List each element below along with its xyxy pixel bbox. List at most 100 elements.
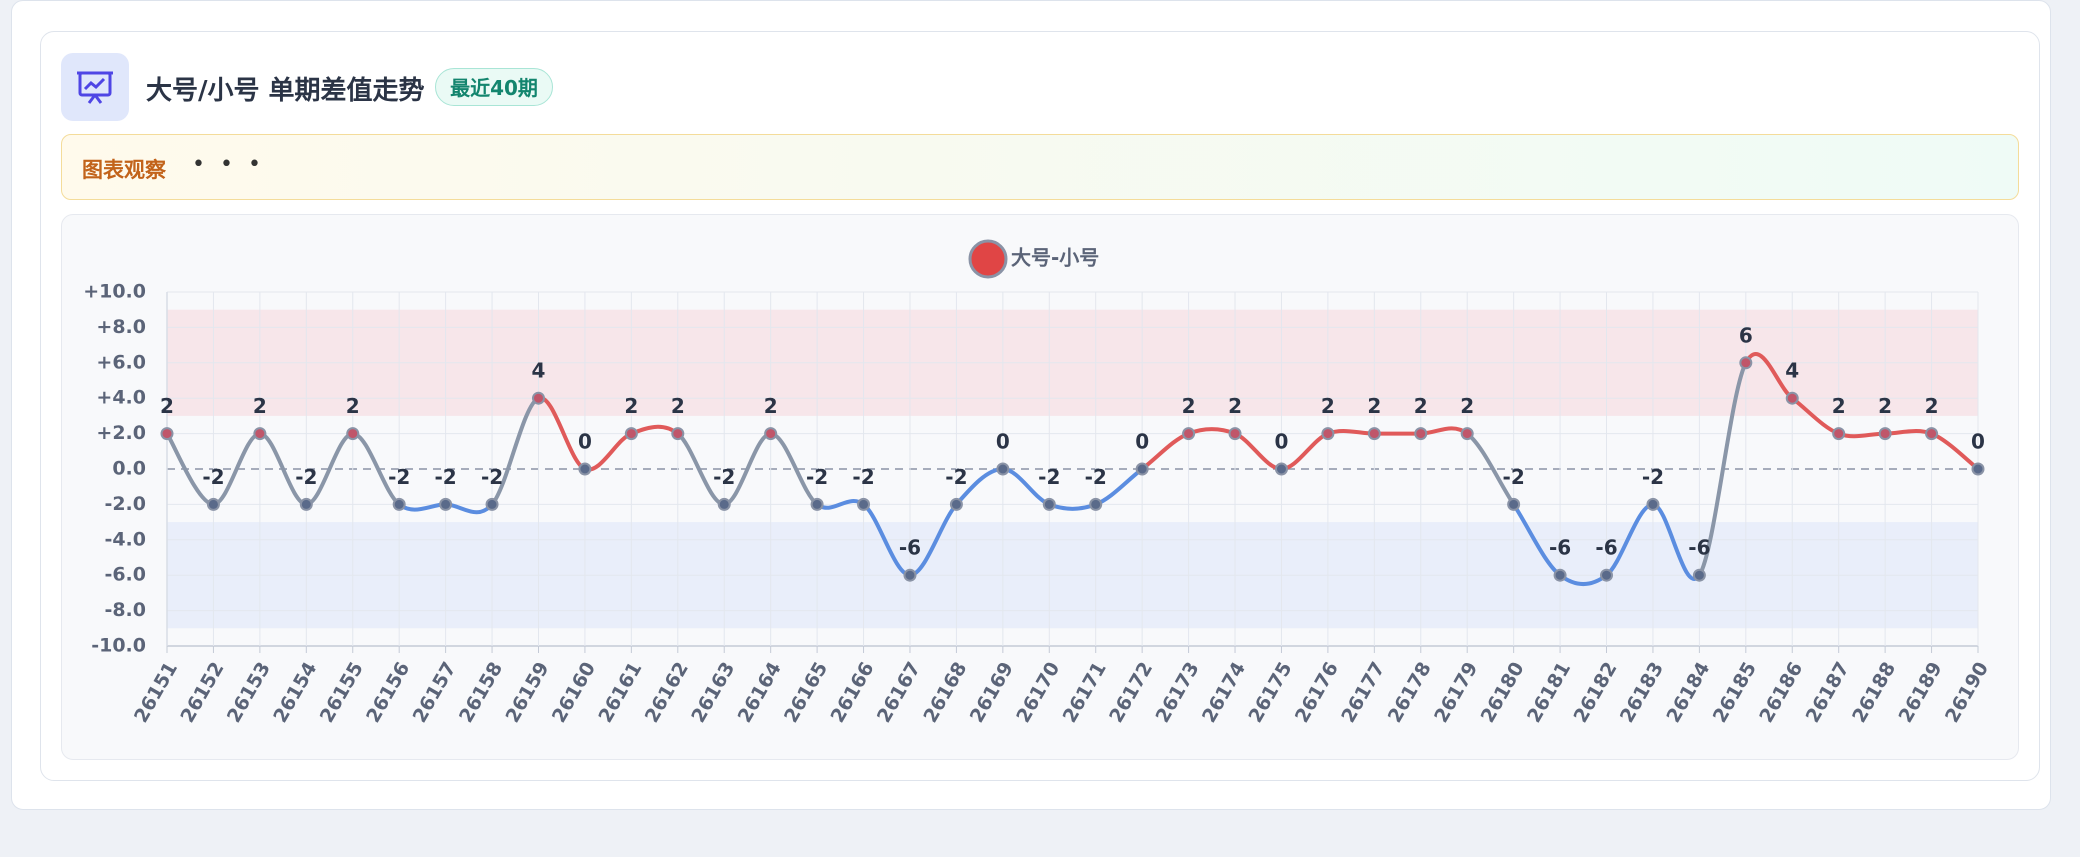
data-label: 2 xyxy=(160,394,174,418)
data-label: 2 xyxy=(624,394,638,418)
x-tick-label: 26181 xyxy=(1523,658,1575,726)
data-point xyxy=(1832,427,1846,441)
data-point xyxy=(1600,568,1614,582)
observation-text: • • • xyxy=(192,152,265,177)
x-tick-label: 26189 xyxy=(1895,658,1947,726)
x-tick-label: 26184 xyxy=(1662,658,1714,726)
data-point xyxy=(253,427,267,441)
line-segment xyxy=(629,424,680,436)
y-tick-label: +4.0 xyxy=(96,387,146,409)
x-tick-label: 26175 xyxy=(1244,658,1296,726)
data-point xyxy=(717,497,731,511)
line-segment xyxy=(1418,426,1470,436)
data-point xyxy=(1182,427,1196,441)
data-point xyxy=(1878,427,1892,441)
data-label: -2 xyxy=(202,465,224,489)
data-label: 2 xyxy=(1228,394,1242,418)
data-label: -2 xyxy=(852,465,874,489)
data-point xyxy=(949,497,963,511)
data-point xyxy=(1692,568,1706,582)
data-point xyxy=(392,497,406,511)
data-point xyxy=(1971,462,1985,476)
x-tick-label: 26161 xyxy=(594,658,646,726)
line-segment xyxy=(443,502,495,515)
data-point xyxy=(578,462,592,476)
x-tick-label: 26166 xyxy=(827,658,879,726)
data-point xyxy=(1646,497,1660,511)
data-point xyxy=(1042,497,1056,511)
data-label: -2 xyxy=(1642,465,1664,489)
data-label: -6 xyxy=(1688,536,1710,560)
x-tick-label: 26157 xyxy=(409,658,461,726)
data-label: 0 xyxy=(996,430,1010,454)
data-label: -6 xyxy=(1549,536,1571,560)
line-segment xyxy=(397,502,448,512)
legend-label: 大号-小号 xyxy=(1011,246,1099,270)
x-tick-label: 26177 xyxy=(1337,658,1389,726)
data-label: -2 xyxy=(1503,465,1525,489)
x-tick-label: 26153 xyxy=(223,658,275,726)
observation-bar[interactable]: 图表观察 • • • xyxy=(61,134,2019,200)
data-label: -2 xyxy=(1038,465,1060,489)
data-label: 2 xyxy=(1321,394,1335,418)
x-tick-label: 26188 xyxy=(1848,658,1900,726)
data-label: 6 xyxy=(1739,323,1753,347)
x-tick-label: 26171 xyxy=(1059,658,1111,726)
data-label: 2 xyxy=(671,394,685,418)
y-tick-label: -2.0 xyxy=(104,493,146,515)
data-point xyxy=(1460,427,1474,441)
x-tick-label: 26163 xyxy=(687,658,739,726)
data-point xyxy=(764,427,778,441)
data-label: 0 xyxy=(1971,430,1985,454)
data-point xyxy=(1785,391,1799,405)
line-segment xyxy=(1836,431,1888,439)
data-label: 0 xyxy=(578,430,592,454)
data-label: 2 xyxy=(1367,394,1381,418)
x-tick-label: 26183 xyxy=(1616,658,1668,726)
data-label: -6 xyxy=(899,536,921,560)
data-point xyxy=(1089,497,1103,511)
data-point xyxy=(903,568,917,582)
x-tick-label: 26172 xyxy=(1105,658,1157,726)
line-segment xyxy=(1697,360,1748,578)
data-label: 2 xyxy=(1460,394,1474,418)
line-segment xyxy=(1047,502,1098,511)
line-segment xyxy=(490,396,541,507)
data-label: 4 xyxy=(1785,359,1799,383)
data-point xyxy=(485,497,499,511)
data-point xyxy=(810,497,824,511)
data-point xyxy=(1135,462,1149,476)
data-point xyxy=(1274,462,1288,476)
x-tick-label: 26151 xyxy=(130,658,182,726)
data-point xyxy=(346,427,360,441)
x-tick-label: 26174 xyxy=(1198,658,1250,726)
data-label: 2 xyxy=(1182,394,1196,418)
data-label: -2 xyxy=(295,465,317,489)
data-point xyxy=(857,497,871,511)
x-tick-label: 26152 xyxy=(176,658,228,726)
data-point xyxy=(160,427,174,441)
x-tick-label: 26167 xyxy=(873,658,925,726)
data-label: 2 xyxy=(1832,394,1846,418)
chart-icon xyxy=(61,53,129,121)
y-tick-label: 0.0 xyxy=(112,458,146,480)
x-tick-label: 26160 xyxy=(548,658,600,726)
x-tick-label: 26176 xyxy=(1291,658,1343,726)
x-tick-label: 26164 xyxy=(734,658,786,726)
data-point xyxy=(531,391,545,405)
period-badge: 最近40期 xyxy=(435,68,553,106)
data-label: 2 xyxy=(253,394,267,418)
x-tick-label: 26170 xyxy=(1012,658,1064,726)
data-point xyxy=(1553,568,1567,582)
x-tick-label: 26158 xyxy=(455,658,507,726)
data-label: 4 xyxy=(532,359,546,383)
x-tick-label: 26190 xyxy=(1941,658,1993,726)
y-tick-label: -10.0 xyxy=(91,635,146,657)
data-label: -2 xyxy=(806,465,828,489)
x-tick-label: 26154 xyxy=(269,658,321,726)
y-tick-label: -6.0 xyxy=(104,564,146,586)
card-title: 大号/小号 单期差值走势 xyxy=(146,76,425,106)
line-segment xyxy=(1743,352,1795,401)
